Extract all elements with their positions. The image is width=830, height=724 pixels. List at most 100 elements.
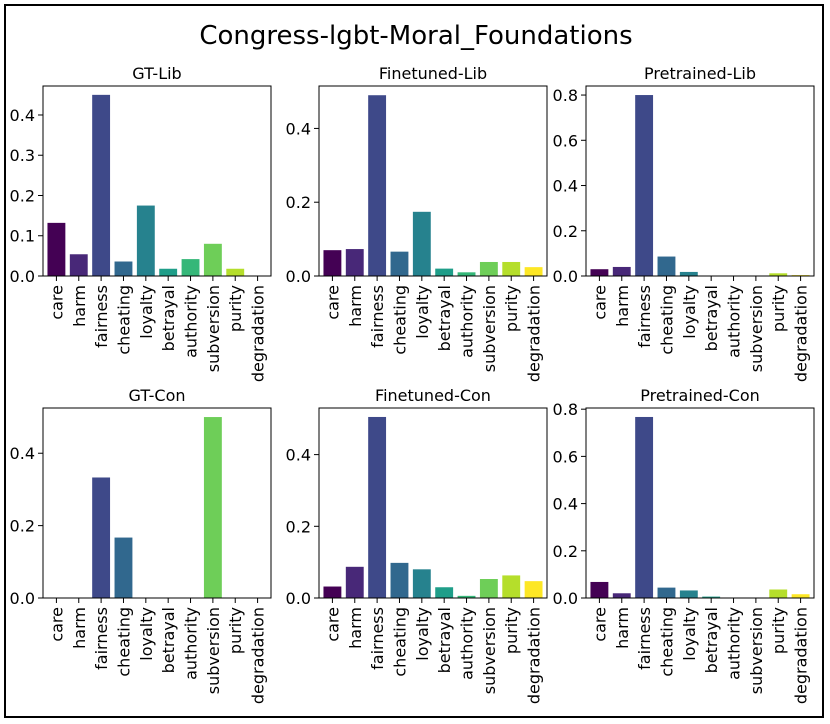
y-tick-label: 0.4	[286, 119, 311, 138]
y-tick-label: 0.1	[10, 227, 35, 246]
bar-harm	[612, 593, 631, 598]
y-tick-label: 0.0	[10, 267, 35, 286]
subplot-0: GT-Lib 0.0 0.1 0.2 0.3 0.4 care harm fairness che…	[10, 64, 272, 382]
bar-cheating	[114, 537, 133, 598]
x-tick-label: fairness	[368, 607, 387, 670]
y-tick-label: 0.2	[10, 517, 35, 536]
x-tick-label: betrayal	[702, 607, 721, 673]
bar-cheating	[390, 251, 409, 276]
x-tick-label: purity	[769, 285, 788, 332]
x-tick-label: cheating	[657, 285, 676, 355]
bar-fairness	[368, 95, 387, 276]
subplot-2: Pretrained-Lib 0.0 0.2 0.4 0.6 0.8 care harm fai…	[553, 64, 815, 382]
bar-subversion	[479, 261, 498, 276]
axes-frame	[318, 85, 548, 277]
x-tick-label: degradation	[792, 285, 811, 382]
x-tick-label: authority	[725, 285, 744, 358]
x-tick-label: betrayal	[159, 607, 178, 673]
axes-frame	[585, 85, 815, 277]
y-tick-label: 0.0	[553, 589, 578, 608]
figure-title: Congress-lgbt-Moral_Foundations	[199, 21, 632, 51]
y-tick-label: 0.4	[553, 177, 578, 196]
x-tick-label: care	[47, 285, 66, 320]
x-tick-label: harm	[70, 285, 89, 327]
x-tick-label: authority	[182, 285, 201, 358]
bar-care	[323, 250, 342, 276]
x-tick-label: cheating	[390, 607, 409, 677]
bar-loyalty	[412, 211, 431, 276]
x-tick-label: degradation	[525, 607, 544, 704]
x-tick-label: fairness	[92, 607, 111, 670]
subplot-title: GT-Con	[128, 386, 185, 405]
x-tick-label: authority	[182, 607, 201, 680]
subplot-title: Finetuned-Con	[375, 386, 491, 405]
figure-canvas: Congress-lgbt-Moral_Foundations GT-Lib 0.…	[10, 21, 815, 704]
x-tick-label: harm	[346, 285, 365, 327]
bar-purity	[769, 589, 788, 598]
bar-loyalty	[679, 271, 698, 276]
figure-frame: Congress-lgbt-Moral_Foundations GT-Lib 0.…	[4, 4, 824, 718]
x-tick-label: cheating	[657, 607, 676, 677]
x-tick-label: care	[590, 285, 609, 320]
x-tick-label: fairness	[635, 607, 654, 670]
y-tick-label: 0.4	[10, 106, 35, 125]
x-tick-label: subversion	[747, 285, 766, 372]
x-tick-label: care	[47, 607, 66, 642]
bar-betrayal	[435, 587, 454, 598]
bar-authority	[457, 595, 476, 598]
bar-subversion	[203, 417, 222, 598]
x-tick-label: cheating	[114, 607, 133, 677]
x-tick-label: harm	[613, 285, 632, 327]
subplot-title: Finetuned-Lib	[379, 64, 487, 83]
x-tick-label: fairness	[368, 285, 387, 348]
subplot-title: Pretrained-Con	[640, 386, 760, 405]
y-tick-label: 0.0	[10, 589, 35, 608]
bar-harm	[612, 266, 631, 276]
bar-cheating	[114, 261, 133, 276]
x-tick-label: subversion	[480, 607, 499, 694]
x-tick-label: harm	[613, 607, 632, 649]
axes-frame	[585, 407, 815, 599]
x-tick-label: betrayal	[159, 285, 178, 351]
bar-purity	[769, 273, 788, 276]
bar-betrayal	[702, 596, 721, 598]
bar-care	[590, 581, 609, 598]
x-tick-label: harm	[70, 607, 89, 649]
x-tick-label: care	[590, 607, 609, 642]
x-tick-label: betrayal	[435, 285, 454, 351]
axes-frame	[42, 407, 272, 599]
bar-cheating	[657, 587, 676, 598]
bar-purity	[502, 575, 521, 598]
y-tick-label: 0.8	[553, 400, 578, 419]
y-tick-label: 0.4	[10, 444, 35, 463]
bar-harm	[345, 566, 364, 598]
x-tick-label: subversion	[747, 607, 766, 694]
bar-harm	[69, 254, 88, 276]
x-tick-label: purity	[226, 607, 245, 654]
axes-frame	[42, 85, 272, 277]
x-tick-label: degradation	[249, 607, 268, 704]
bar-subversion	[203, 243, 222, 276]
x-tick-label: betrayal	[702, 285, 721, 351]
y-tick-label: 0.6	[553, 131, 578, 150]
x-tick-label: fairness	[92, 285, 111, 348]
bar-betrayal	[159, 268, 178, 276]
bar-purity	[226, 268, 245, 276]
x-tick-label: harm	[346, 607, 365, 649]
x-tick-label: care	[323, 285, 342, 320]
bar-care	[47, 222, 66, 276]
bar-degradation	[791, 594, 810, 598]
bar-degradation	[524, 267, 543, 276]
x-tick-label: authority	[458, 607, 477, 680]
y-tick-label: 0.4	[286, 446, 311, 465]
bar-authority	[457, 272, 476, 276]
x-tick-label: loyalty	[413, 285, 432, 339]
subplot-3: GT-Con 0.0 0.2 0.4 care harm fairness cheating l…	[10, 386, 272, 704]
axes-frame	[318, 407, 548, 599]
x-tick-label: loyalty	[413, 607, 432, 661]
x-tick-label: cheating	[114, 285, 133, 355]
x-tick-label: authority	[725, 607, 744, 680]
y-tick-label: 0.3	[10, 146, 35, 165]
subplot-4: Finetuned-Con 0.0 0.2 0.4 care harm fairness ch…	[286, 386, 548, 704]
